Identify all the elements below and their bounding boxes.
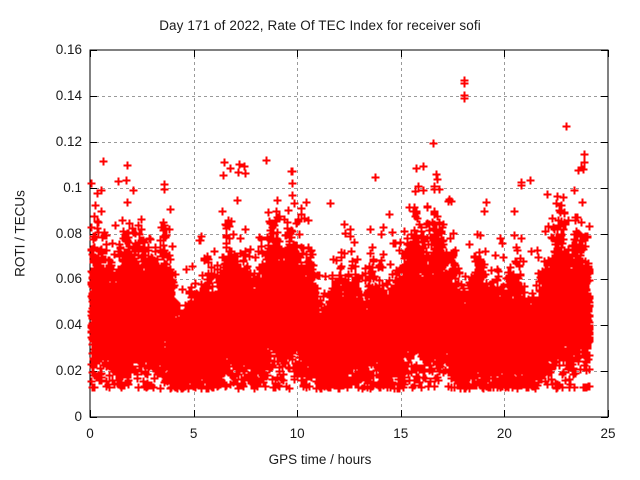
- y-tick-label: 0.16: [55, 42, 82, 57]
- y-tick-label: 0.02: [55, 363, 82, 379]
- y-tick-label: 0.14: [55, 87, 82, 103]
- y-tick-label: 0.04: [55, 317, 82, 333]
- x-axis-label: GPS time / hours: [268, 452, 372, 467]
- x-tick-label: 10: [289, 426, 305, 441]
- y-tick-label: 0: [74, 409, 82, 424]
- x-tick-label: 20: [496, 426, 512, 441]
- plot-frame-border: [89, 49, 609, 418]
- data-point-markers: [87, 76, 594, 393]
- x-tick-label: 0: [86, 426, 94, 441]
- y-tick-label: 0.1: [63, 179, 82, 195]
- x-tick-label: 15: [393, 426, 409, 441]
- x-tick-label: 5: [189, 426, 198, 441]
- y-tick-label: 0.12: [55, 133, 82, 149]
- x-tick-label: 25: [600, 426, 616, 441]
- chart-title: Day 171 of 2022, Rate Of TEC Index for r…: [159, 18, 481, 33]
- y-tick-label: 0.08: [55, 225, 82, 241]
- y-tick-label: 0.06: [55, 271, 82, 287]
